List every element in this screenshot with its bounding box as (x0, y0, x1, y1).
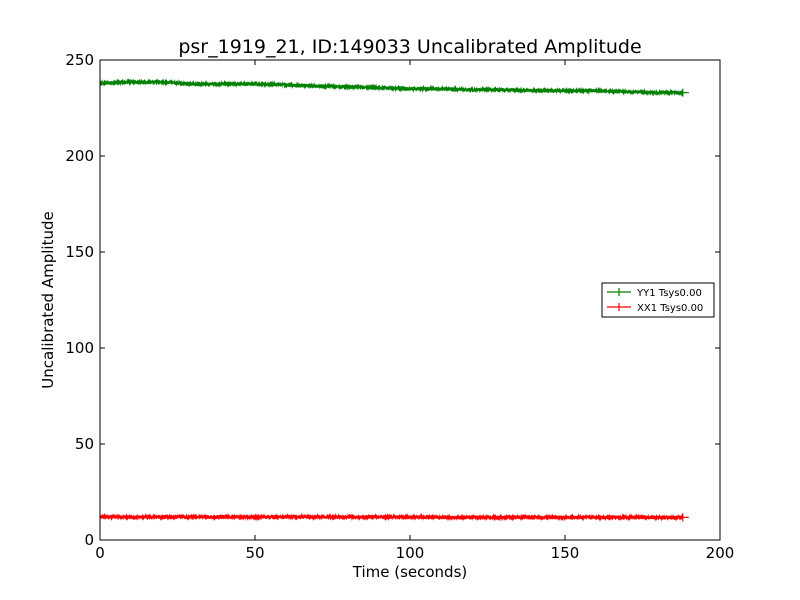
legend-label: YY1 Tsys0.00 (636, 288, 702, 299)
y-axis: 0 50 100 150 200 250 (65, 51, 720, 549)
x-tick-label: 200 (706, 544, 735, 562)
x-tick-label: 150 (551, 544, 580, 562)
legend: YY1 Tsys0.00 XX1 Tsys0.00 (601, 282, 715, 318)
y-axis-label: Uncalibrated Amplitude (39, 211, 57, 388)
legend-box (601, 282, 715, 318)
x-tick-label: 50 (245, 544, 264, 562)
y-tick-label: 200 (65, 147, 94, 165)
x-axis-label: Time (seconds) (352, 563, 468, 581)
y-tick-label: 250 (65, 51, 94, 69)
series-line-texture (99, 78, 684, 97)
x-axis: 0 50 100 150 200 (95, 60, 734, 562)
legend-item: YY1 Tsys0.00 (607, 288, 702, 299)
y-tick-label: 50 (75, 435, 94, 453)
y-tick-label: 150 (65, 243, 94, 261)
chart-title: psr_1919_21, ID:149033 Uncalibrated Ampl… (178, 36, 641, 58)
x-tick-label: 0 (95, 544, 105, 562)
plot-area (99, 78, 689, 522)
series-xx1 (99, 512, 689, 522)
x-tick-label: 100 (396, 544, 425, 562)
y-tick-label: 0 (84, 531, 94, 549)
series-line-texture (99, 512, 684, 522)
series-yy1 (99, 78, 689, 97)
y-tick-label: 100 (65, 339, 94, 357)
legend-item: XX1 Tsys0.00 (607, 303, 703, 314)
legend-label: XX1 Tsys0.00 (637, 303, 703, 314)
